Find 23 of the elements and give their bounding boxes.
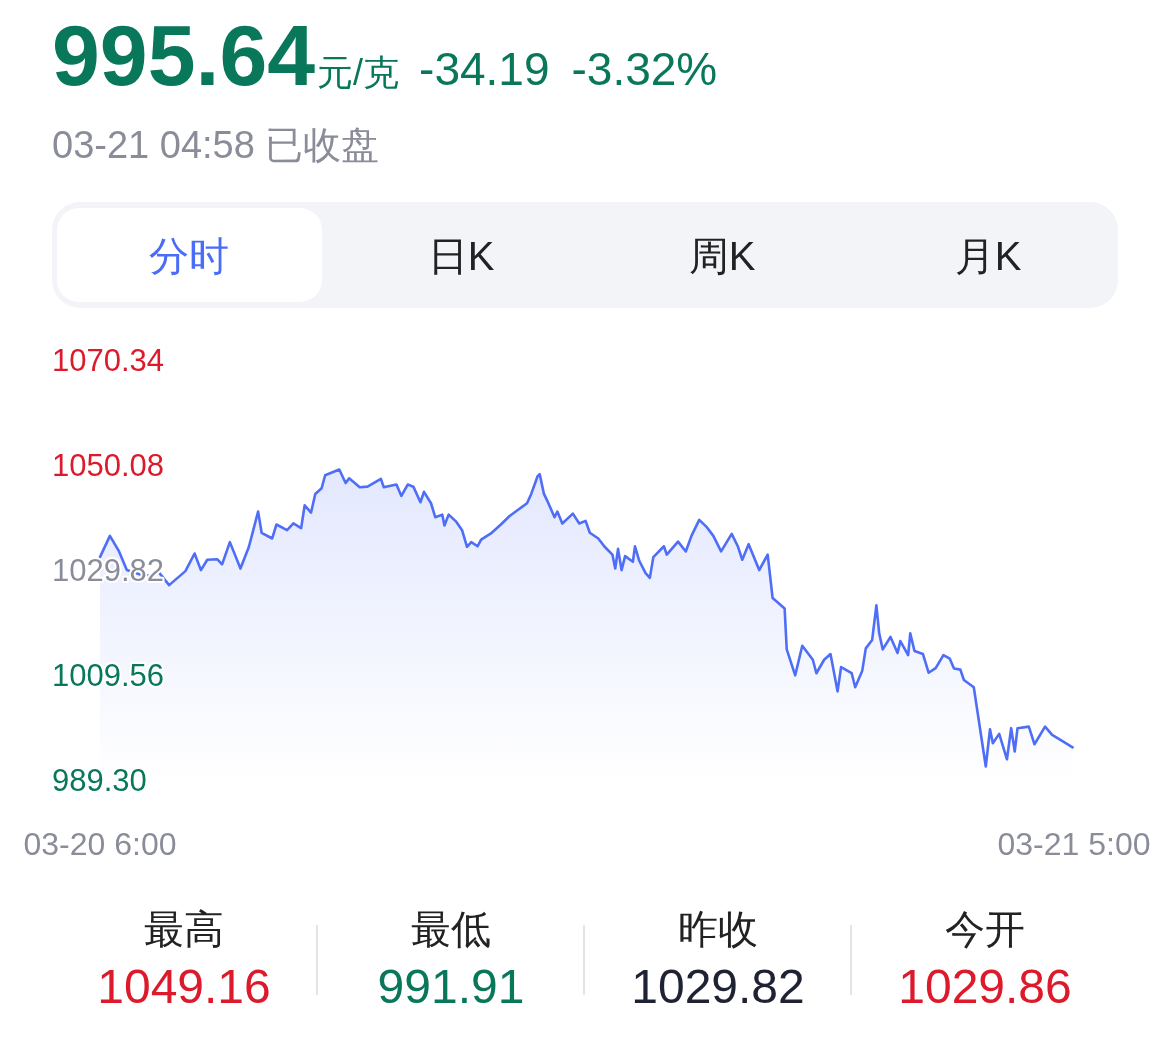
y-tick-label: 1009.56 [52,658,165,693]
text: 月K [954,234,1022,278]
text: 分时 [149,234,229,278]
text: 991.91 [377,960,525,1013]
x-tick-label: 03-20 6:00 [23,826,177,862]
text: 03-21 04:58 已收盘 [52,124,380,166]
y-tick-label: 1050.08 [52,448,165,483]
chart-title: 995.64 [52,7,316,103]
text: 昨收 [678,907,758,951]
text: 日K [427,234,495,278]
text: -34.19 [419,43,550,95]
text: 元/克 [317,52,400,93]
text: 最低 [411,907,491,951]
text: 1049.16 [97,960,271,1013]
y-tick-label: 989.30 [52,763,147,798]
text: 1029.82 [631,960,805,1013]
y-tick-label: 1070.34 [52,343,165,378]
text: 周K [688,234,756,278]
x-tick-label: 03-21 5:00 [997,826,1151,862]
text: -3.32% [571,43,718,95]
text: 1029.86 [898,960,1072,1013]
text: 最高 [144,907,224,951]
text: 今开 [945,907,1025,951]
